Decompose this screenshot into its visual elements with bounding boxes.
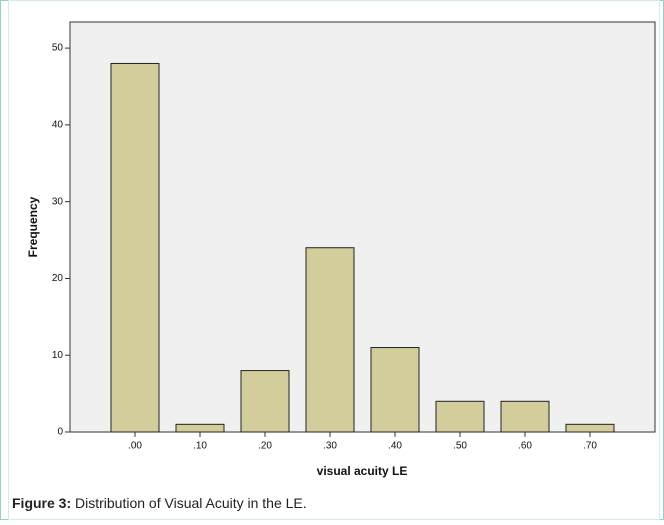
bar	[305, 247, 355, 433]
x-tick-label: .70	[583, 441, 597, 452]
y-tick-label: 20	[52, 273, 64, 284]
x-axis-title: visual acuity LE	[317, 464, 408, 478]
bar	[500, 400, 550, 433]
x-tick-label: .50	[453, 441, 467, 452]
y-tick-label: 40	[52, 120, 64, 131]
bar	[565, 423, 615, 433]
y-tick-label: 30	[52, 196, 64, 207]
bar	[370, 347, 420, 433]
y-axis-title: Frequency	[26, 196, 40, 257]
caption: Figure 3: Distribution of Visual Acuity …	[12, 495, 307, 511]
y-tick-label: 10	[52, 350, 64, 361]
y-tick-label: 0	[57, 427, 63, 438]
bar	[175, 423, 225, 433]
bar	[240, 370, 290, 433]
plot-area	[69, 21, 656, 433]
caption-label: Figure 3:	[12, 495, 71, 511]
x-tick-label: .40	[388, 441, 402, 452]
y-tick-label: 50	[52, 43, 64, 54]
x-tick-label: .30	[323, 441, 337, 452]
x-tick-label: .60	[518, 441, 532, 452]
x-tick-label: .20	[258, 441, 272, 452]
bar	[435, 400, 485, 433]
x-tick-label: .10	[193, 441, 207, 452]
x-tick-label: .00	[128, 441, 142, 452]
caption-text: Distribution of Visual Acuity in the LE.	[75, 495, 307, 511]
bar	[110, 62, 160, 433]
